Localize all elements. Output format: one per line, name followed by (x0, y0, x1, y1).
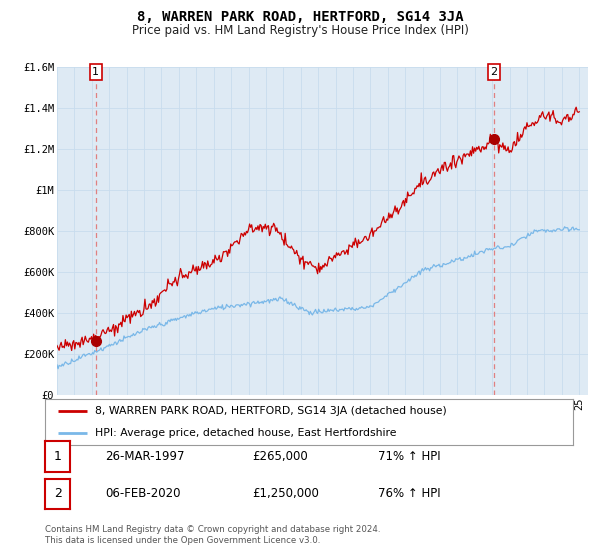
Text: 1: 1 (53, 450, 62, 463)
Text: 06-FEB-2020: 06-FEB-2020 (105, 487, 181, 501)
Text: £1,250,000: £1,250,000 (252, 487, 319, 501)
Text: 8, WARREN PARK ROAD, HERTFORD, SG14 3JA (detached house): 8, WARREN PARK ROAD, HERTFORD, SG14 3JA … (95, 406, 447, 416)
Text: £265,000: £265,000 (252, 450, 308, 463)
Text: Contains HM Land Registry data © Crown copyright and database right 2024.
This d: Contains HM Land Registry data © Crown c… (45, 525, 380, 545)
Text: HPI: Average price, detached house, East Hertfordshire: HPI: Average price, detached house, East… (95, 428, 397, 438)
Text: 2: 2 (490, 67, 497, 77)
Text: 26-MAR-1997: 26-MAR-1997 (105, 450, 185, 463)
Text: 8, WARREN PARK ROAD, HERTFORD, SG14 3JA: 8, WARREN PARK ROAD, HERTFORD, SG14 3JA (137, 10, 463, 24)
Text: 2: 2 (53, 487, 62, 501)
Text: 71% ↑ HPI: 71% ↑ HPI (378, 450, 440, 463)
Text: 76% ↑ HPI: 76% ↑ HPI (378, 487, 440, 501)
Text: 1: 1 (92, 67, 100, 77)
Text: Price paid vs. HM Land Registry's House Price Index (HPI): Price paid vs. HM Land Registry's House … (131, 24, 469, 36)
